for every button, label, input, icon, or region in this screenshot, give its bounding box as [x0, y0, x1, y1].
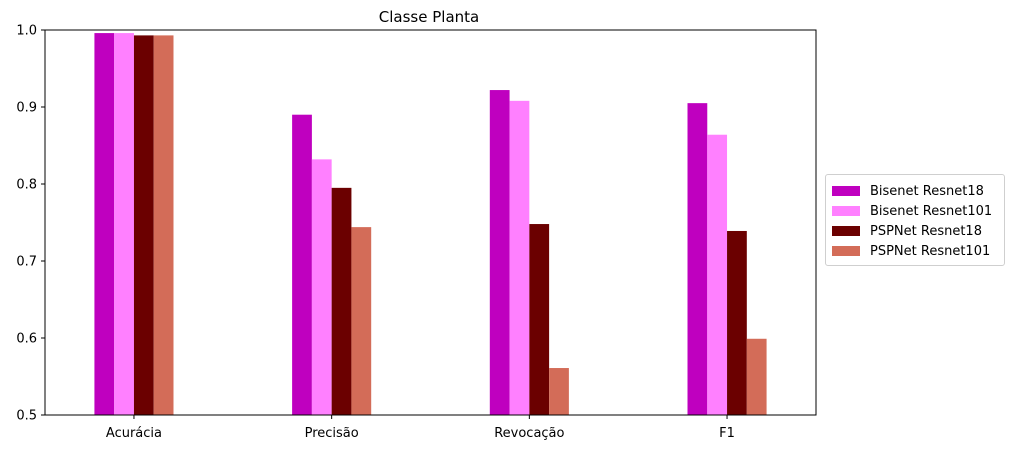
y-tick-label: 1.0 — [16, 24, 37, 39]
y-tick-label: 0.8 — [16, 178, 37, 193]
legend-swatch — [832, 186, 860, 196]
legend-label: Bisenet Resnet101 — [870, 203, 993, 219]
y-tick-label: 0.7 — [16, 255, 37, 270]
bars-group — [94, 33, 767, 416]
bar — [509, 100, 530, 415]
bar — [94, 33, 115, 416]
x-axis: Acurácia Precisão Revocação F1 — [106, 415, 735, 441]
legend-item: PSPNet Resnet101 — [832, 241, 1004, 261]
legend-label: Bisenet Resnet18 — [870, 183, 984, 199]
x-tick-label: Acurácia — [106, 426, 162, 441]
legend-label: PSPNet Resnet18 — [870, 223, 982, 239]
bar — [331, 187, 352, 415]
legend-swatch — [832, 246, 860, 256]
chart-title: Classe Planta — [379, 8, 479, 26]
bar — [707, 134, 728, 415]
legend-item: PSPNet Resnet18 — [832, 221, 1004, 241]
bar — [133, 35, 154, 415]
plot-frame — [44, 29, 817, 416]
legend-item: Bisenet Resnet18 — [832, 181, 1004, 201]
y-tick-label: 0.5 — [16, 409, 37, 424]
bar — [153, 35, 174, 415]
bar — [351, 227, 372, 415]
legend: Bisenet Resnet18 Bisenet Resnet101 PSPNe… — [825, 174, 1005, 266]
bar — [529, 224, 550, 415]
x-tick-label: Revocação — [494, 426, 564, 441]
bar — [292, 114, 312, 415]
legend-label: PSPNet Resnet101 — [870, 243, 991, 259]
bar — [746, 338, 767, 415]
legend-swatch — [832, 226, 860, 236]
legend-swatch — [832, 206, 860, 216]
bar — [549, 368, 569, 415]
bar — [687, 103, 708, 416]
y-tick-label: 0.6 — [16, 332, 37, 347]
bar — [114, 33, 134, 416]
x-tick-label: Precisão — [305, 426, 359, 441]
y-axis: 0.5 0.6 0.7 0.8 0.9 1.0 — [16, 24, 45, 424]
y-tick-label: 0.9 — [16, 101, 37, 116]
legend-item: Bisenet Resnet101 — [832, 201, 1004, 221]
bar — [727, 230, 747, 415]
bar — [311, 159, 332, 415]
x-tick-label: F1 — [719, 426, 735, 441]
bar — [489, 90, 510, 415]
